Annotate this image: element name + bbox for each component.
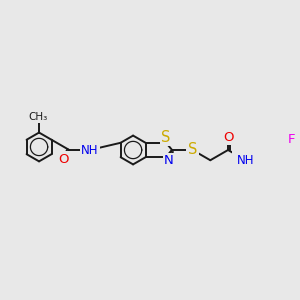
Text: S: S bbox=[161, 130, 171, 145]
Text: N: N bbox=[164, 154, 174, 167]
Text: NH: NH bbox=[237, 154, 254, 167]
Text: CH₃: CH₃ bbox=[29, 112, 48, 122]
Text: NH: NH bbox=[81, 143, 98, 157]
Text: F: F bbox=[288, 133, 296, 146]
Text: S: S bbox=[188, 142, 197, 157]
Text: O: O bbox=[223, 130, 233, 144]
Text: O: O bbox=[59, 153, 69, 166]
